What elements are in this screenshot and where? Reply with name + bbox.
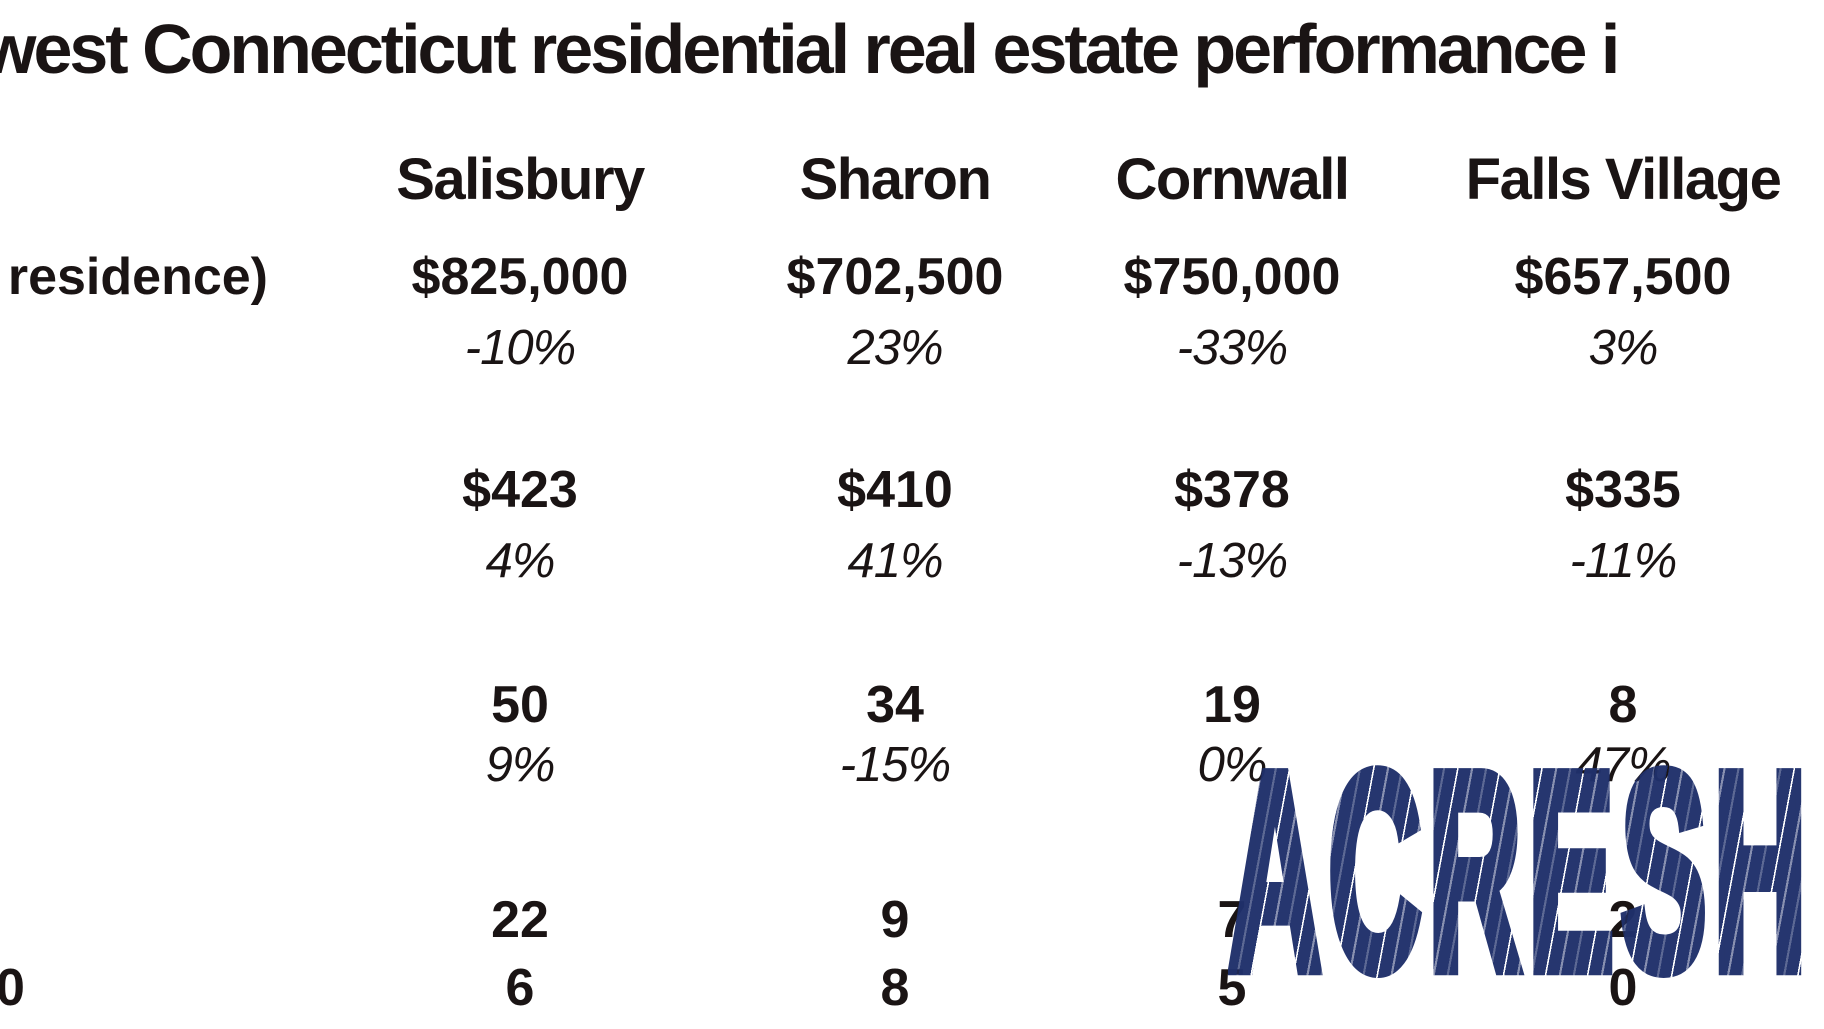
column-header-falls-village: Falls Village xyxy=(1465,147,1782,212)
column-header-sharon: Sharon xyxy=(799,147,992,212)
value-cell: 6 xyxy=(505,959,535,1017)
pct-cell: -10% xyxy=(464,321,576,375)
column-header-salisbury: Salisbury xyxy=(396,147,645,212)
page-title: west Connecticut residential real estate… xyxy=(0,10,1620,88)
pct-cell: -33% xyxy=(1176,321,1288,375)
value-cell: 34 xyxy=(866,676,924,734)
value-cell: 8 xyxy=(880,959,910,1017)
value-cell: 19 xyxy=(1203,676,1261,734)
pct-cell: 41% xyxy=(847,534,943,588)
pct-cell: 0% xyxy=(1197,738,1268,792)
pct-cell: -15% xyxy=(839,738,951,792)
value-cell: 50 xyxy=(491,676,549,734)
value-cell: $702,500 xyxy=(786,248,1004,306)
value-cell: 9 xyxy=(880,891,910,949)
value-cell: $378 xyxy=(1174,461,1290,519)
value-cell: 22 xyxy=(491,891,549,949)
value-cell: $657,500 xyxy=(1514,248,1732,306)
value-cell: 2 xyxy=(1608,891,1638,949)
value-cell: $423 xyxy=(462,461,578,519)
row-label-residence: residence) xyxy=(7,248,268,306)
pct-cell: 9% xyxy=(485,738,556,792)
value-cell: $410 xyxy=(837,461,953,519)
value-cell: 0 xyxy=(1608,959,1638,1017)
pct-cell: 4% xyxy=(485,534,556,588)
value-cell: 5 xyxy=(1217,959,1247,1017)
pct-cell: 23% xyxy=(847,321,943,375)
value-cell: 7 xyxy=(1217,891,1247,949)
value-cell: 8 xyxy=(1608,676,1638,734)
column-header-cornwall: Cornwall xyxy=(1115,147,1350,212)
pct-cell: 47% xyxy=(1575,738,1671,792)
acresh-watermark: ACRESH xyxy=(1225,712,1813,1029)
value-cell: $335 xyxy=(1565,461,1681,519)
pct-cell: 3% xyxy=(1588,321,1659,375)
value-cell: $750,000 xyxy=(1123,248,1341,306)
pct-cell: -13% xyxy=(1176,534,1288,588)
value-cell: $825,000 xyxy=(411,248,629,306)
pct-cell: -11% xyxy=(1569,534,1678,588)
row-label-bottom: 0 xyxy=(0,959,25,1017)
